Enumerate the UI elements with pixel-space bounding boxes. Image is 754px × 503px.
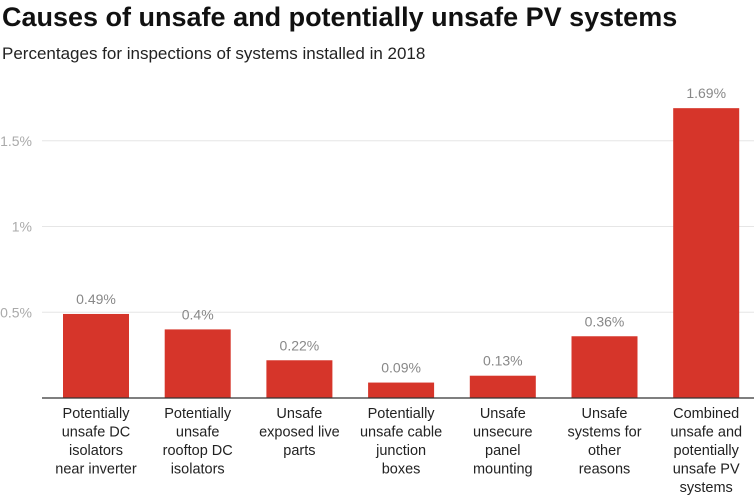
data-label: 0.09% — [381, 360, 421, 376]
category-label-line: Combined — [673, 406, 739, 422]
category-label-line: near inverter — [55, 462, 137, 478]
category-label-line: other — [588, 443, 621, 459]
category-label-line: unsafe and — [670, 425, 742, 441]
category-label-line: unsafe cable — [360, 425, 442, 441]
y-tick-label: 1.5% — [0, 133, 32, 149]
chart-title: Causes of unsafe and potentially unsafe … — [2, 2, 678, 32]
category-label-line: Unsafe — [480, 406, 526, 422]
category-label: Unsafe systems for other reasons — [567, 406, 641, 478]
category-label: Potentially unsafe rooftop DC isolators — [163, 406, 233, 478]
category-label-line: unsafe PV — [673, 462, 740, 478]
bar — [63, 313, 129, 398]
bar — [673, 108, 740, 398]
category-label-line: isolators — [69, 443, 123, 459]
data-label: 0.4% — [182, 306, 214, 322]
category-label-line: unsafe DC — [62, 425, 131, 441]
category-label-line: mounting — [473, 462, 533, 478]
category-label-line: exposed live — [259, 425, 340, 441]
data-label: 1.69% — [686, 85, 726, 101]
category-label-line: Potentially — [63, 406, 131, 422]
bar — [368, 382, 435, 398]
chart-subtitle: Percentages for inspections of systems i… — [2, 44, 426, 63]
category-label-line: Unsafe — [582, 406, 628, 422]
bar — [469, 375, 536, 398]
category-label-line: Unsafe — [276, 406, 322, 422]
bar — [164, 329, 231, 398]
y-tick-label: 1% — [12, 219, 32, 235]
category-label-line: Potentially — [368, 406, 436, 422]
category-label-line: potentially — [674, 443, 740, 459]
category-label-line: systems — [680, 480, 733, 496]
data-label: 0.36% — [585, 313, 625, 329]
category-label-line: panel — [485, 443, 520, 459]
category-label-line: junction — [375, 443, 426, 459]
bar — [571, 336, 638, 398]
y-tick-label: 0.5% — [0, 304, 32, 320]
category-label-line: unsecure — [473, 425, 533, 441]
category-label-line: Potentially — [164, 406, 232, 422]
category-label: Combined unsafe and potentially unsafe PV sy… — [670, 406, 742, 496]
bar — [266, 360, 333, 398]
category-label-line: reasons — [579, 462, 631, 478]
category-label: Potentially unsafe cable junction boxes — [360, 406, 442, 478]
category-label-line: systems for — [567, 425, 641, 441]
category-label-line: parts — [283, 443, 315, 459]
category-label: Unsafe exposed live parts — [259, 406, 340, 459]
category-label: Potentially unsafe DC isolators near invert… — [55, 406, 137, 478]
category-label-line: boxes — [382, 462, 421, 478]
data-label: 0.49% — [76, 291, 116, 307]
category-label-line: isolators — [171, 462, 225, 478]
category-label-line: unsafe — [176, 425, 220, 441]
data-label: 0.13% — [483, 353, 523, 369]
data-label: 0.22% — [280, 337, 320, 353]
category-label: Unsafe unsecure panel mounting — [473, 406, 533, 478]
category-label-line: rooftop DC — [163, 443, 233, 459]
